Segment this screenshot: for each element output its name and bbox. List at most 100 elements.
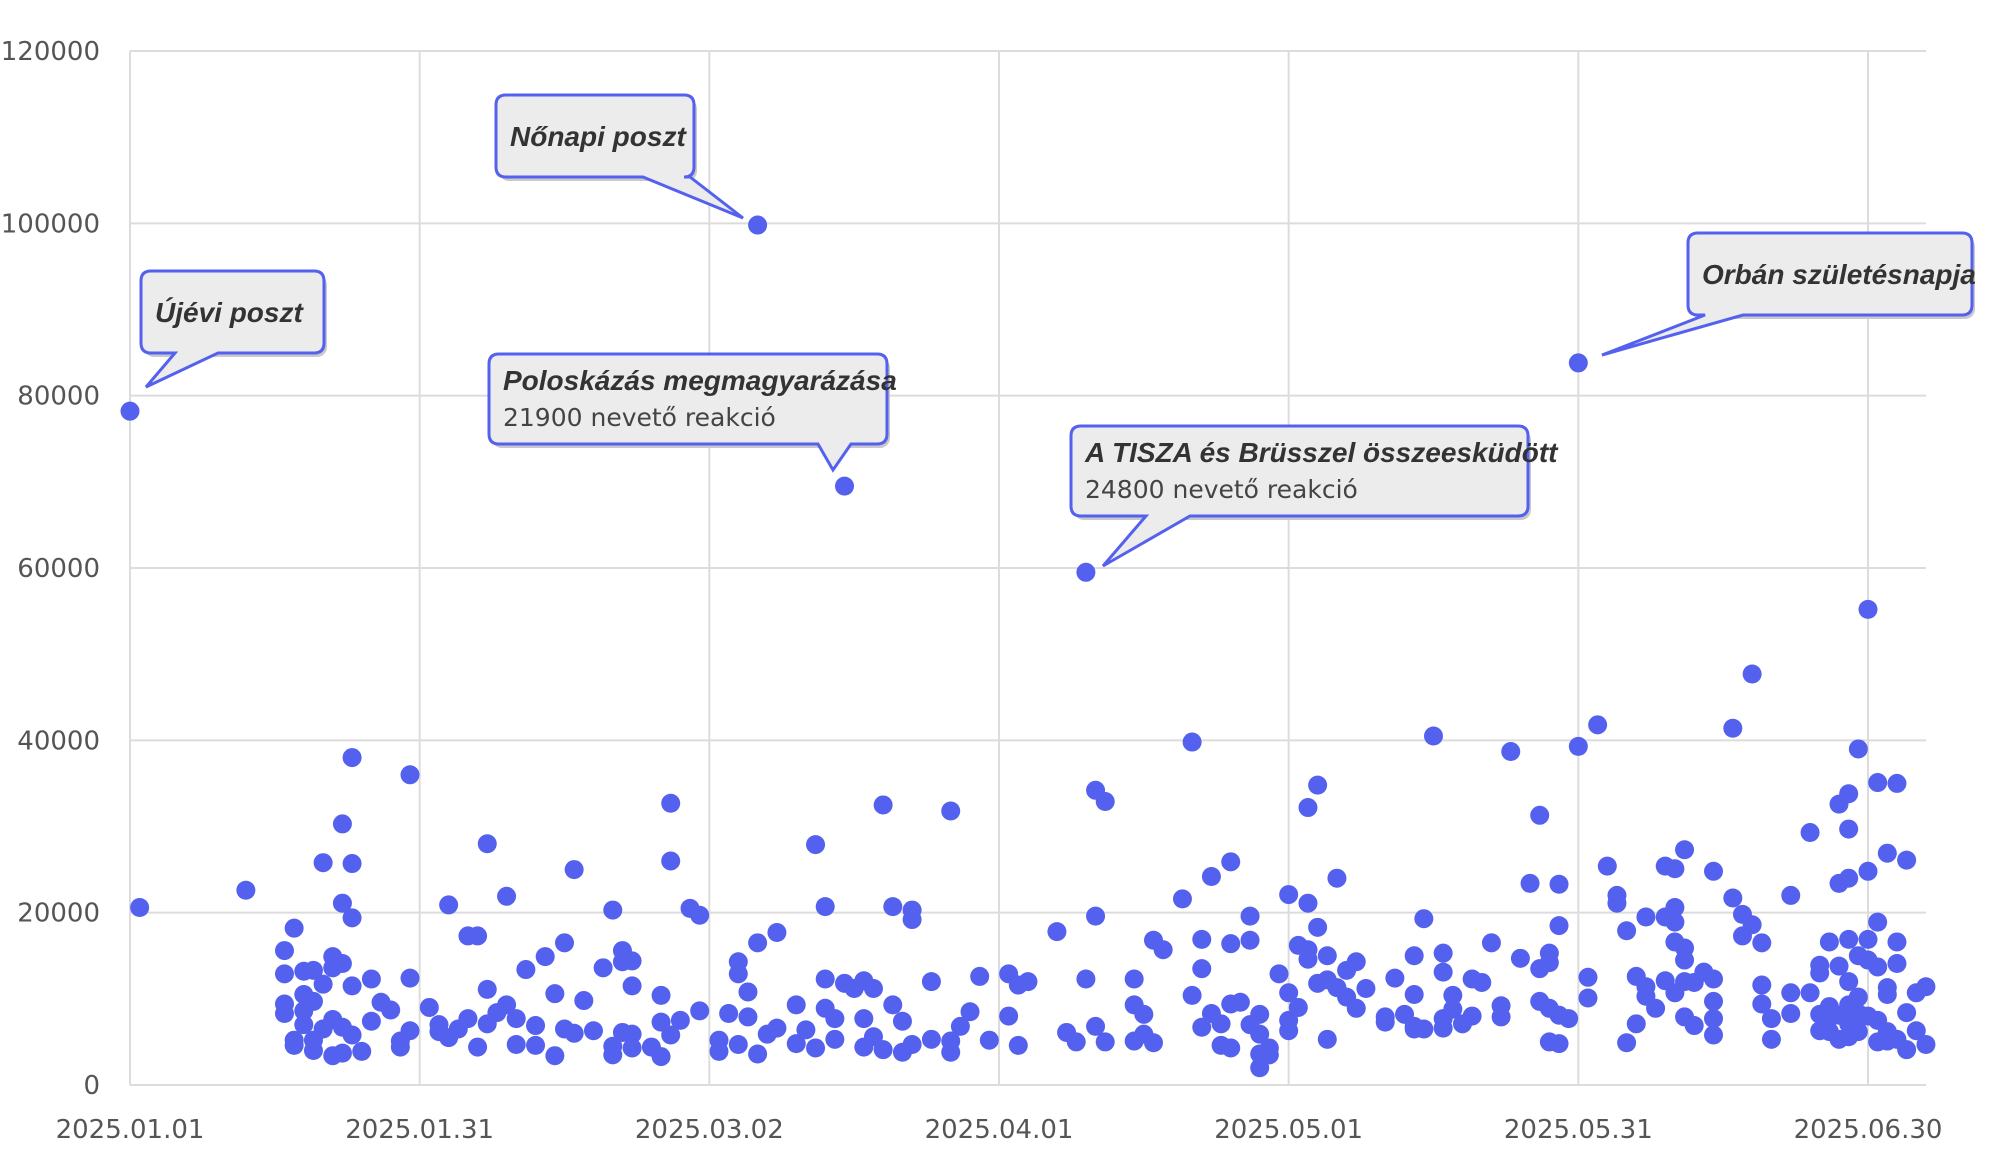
data-point xyxy=(1308,775,1328,795)
data-point xyxy=(1897,1040,1917,1060)
data-point xyxy=(313,974,333,994)
data-point xyxy=(1704,861,1724,881)
data-point xyxy=(1433,943,1453,963)
data-point xyxy=(1481,933,1501,953)
callout-text: 24800 nevető reakció xyxy=(1085,475,1358,504)
data-point xyxy=(400,1021,420,1041)
data-point xyxy=(1607,893,1627,913)
data-point xyxy=(767,1018,787,1038)
data-point xyxy=(806,835,826,855)
data-point xyxy=(294,1015,314,1035)
data-point xyxy=(622,951,642,971)
data-point xyxy=(1742,664,1762,684)
data-point xyxy=(690,1001,710,1021)
callout-bubble xyxy=(494,93,744,220)
data-point xyxy=(1877,843,1897,863)
data-point xyxy=(1868,912,1888,932)
data-point xyxy=(1781,885,1801,905)
data-point xyxy=(1404,985,1424,1005)
data-point xyxy=(1192,929,1212,949)
data-point xyxy=(284,1035,304,1055)
data-point xyxy=(1578,967,1598,987)
data-point xyxy=(728,1035,748,1055)
data-point xyxy=(863,1027,883,1047)
data-point xyxy=(1298,893,1318,913)
data-point xyxy=(748,215,768,235)
data-point xyxy=(400,765,420,785)
data-point xyxy=(1472,972,1492,992)
data-point xyxy=(458,1009,478,1029)
data-point xyxy=(1897,850,1917,870)
data-point xyxy=(1723,888,1743,908)
data-point xyxy=(564,1023,584,1043)
data-point xyxy=(1288,997,1308,1017)
data-point xyxy=(1752,975,1772,995)
callout-text: 21900 nevető reakció xyxy=(503,403,776,432)
data-point xyxy=(1597,856,1617,876)
data-point xyxy=(583,1021,603,1041)
data-point xyxy=(1201,866,1221,886)
data-point xyxy=(1549,916,1569,936)
x-tick-label: 2025.04.01 xyxy=(925,1115,1074,1145)
data-point xyxy=(439,895,459,915)
y-tick-label: 120000 xyxy=(1,37,100,67)
data-point xyxy=(1617,921,1637,941)
data-point xyxy=(274,941,294,961)
data-point xyxy=(1539,953,1559,973)
data-point xyxy=(1221,852,1241,872)
data-point xyxy=(1317,1029,1337,1049)
data-point xyxy=(1839,784,1859,804)
data-point xyxy=(1848,1022,1868,1042)
data-point xyxy=(1752,933,1772,953)
data-point xyxy=(1549,874,1569,894)
axis-ticks: 0 20000 40000 60000 80000 100000 120000 2025.01… xyxy=(1,37,1943,1145)
data-point xyxy=(1665,859,1685,879)
data-point xyxy=(1839,819,1859,839)
data-point xyxy=(1250,1058,1270,1078)
data-point xyxy=(1346,998,1366,1018)
data-point xyxy=(1578,988,1598,1008)
data-point xyxy=(1095,1032,1115,1052)
callout-bubble xyxy=(1601,231,1974,357)
data-point xyxy=(786,1034,806,1054)
data-point xyxy=(1723,718,1743,738)
data-point xyxy=(361,969,381,989)
data-point xyxy=(1250,1024,1270,1044)
data-point xyxy=(1906,1021,1926,1041)
data-point xyxy=(361,1011,381,1031)
data-point xyxy=(477,979,497,999)
data-point xyxy=(555,933,574,953)
data-point xyxy=(1800,983,1820,1003)
data-point xyxy=(1568,736,1588,756)
data-point xyxy=(1327,868,1347,888)
data-point xyxy=(806,1038,826,1058)
data-point xyxy=(120,401,140,421)
data-point xyxy=(1086,1016,1106,1036)
data-point xyxy=(1704,1009,1724,1029)
data-point xyxy=(1665,897,1685,917)
annotation-callout: Poloskázás megmagyarázása 21900 nevető re… xyxy=(487,352,897,473)
data-point xyxy=(1230,992,1250,1012)
data-point xyxy=(892,1011,912,1031)
annotation-callout: Orbán születésnapja xyxy=(1601,231,1976,357)
data-point xyxy=(709,1041,729,1061)
callout-bubble xyxy=(139,269,326,389)
data-point xyxy=(1626,1014,1646,1034)
y-tick-label: 20000 xyxy=(17,899,100,929)
data-point xyxy=(1588,715,1608,735)
data-point xyxy=(497,995,517,1015)
y-tick-label: 60000 xyxy=(17,554,100,584)
data-point xyxy=(1800,823,1820,843)
data-point xyxy=(1897,1003,1917,1023)
data-point xyxy=(1646,998,1666,1018)
data-point xyxy=(603,900,623,920)
data-point xyxy=(274,964,294,984)
data-point xyxy=(902,910,922,930)
data-point xyxy=(477,834,497,854)
annotations: Újévi poszt Nőnapi poszt Poloskázás megmag… xyxy=(139,93,1976,568)
data-point xyxy=(1076,562,1096,582)
callout-bubble xyxy=(1069,424,1530,568)
data-point xyxy=(1086,906,1106,926)
data-point xyxy=(1839,868,1859,888)
